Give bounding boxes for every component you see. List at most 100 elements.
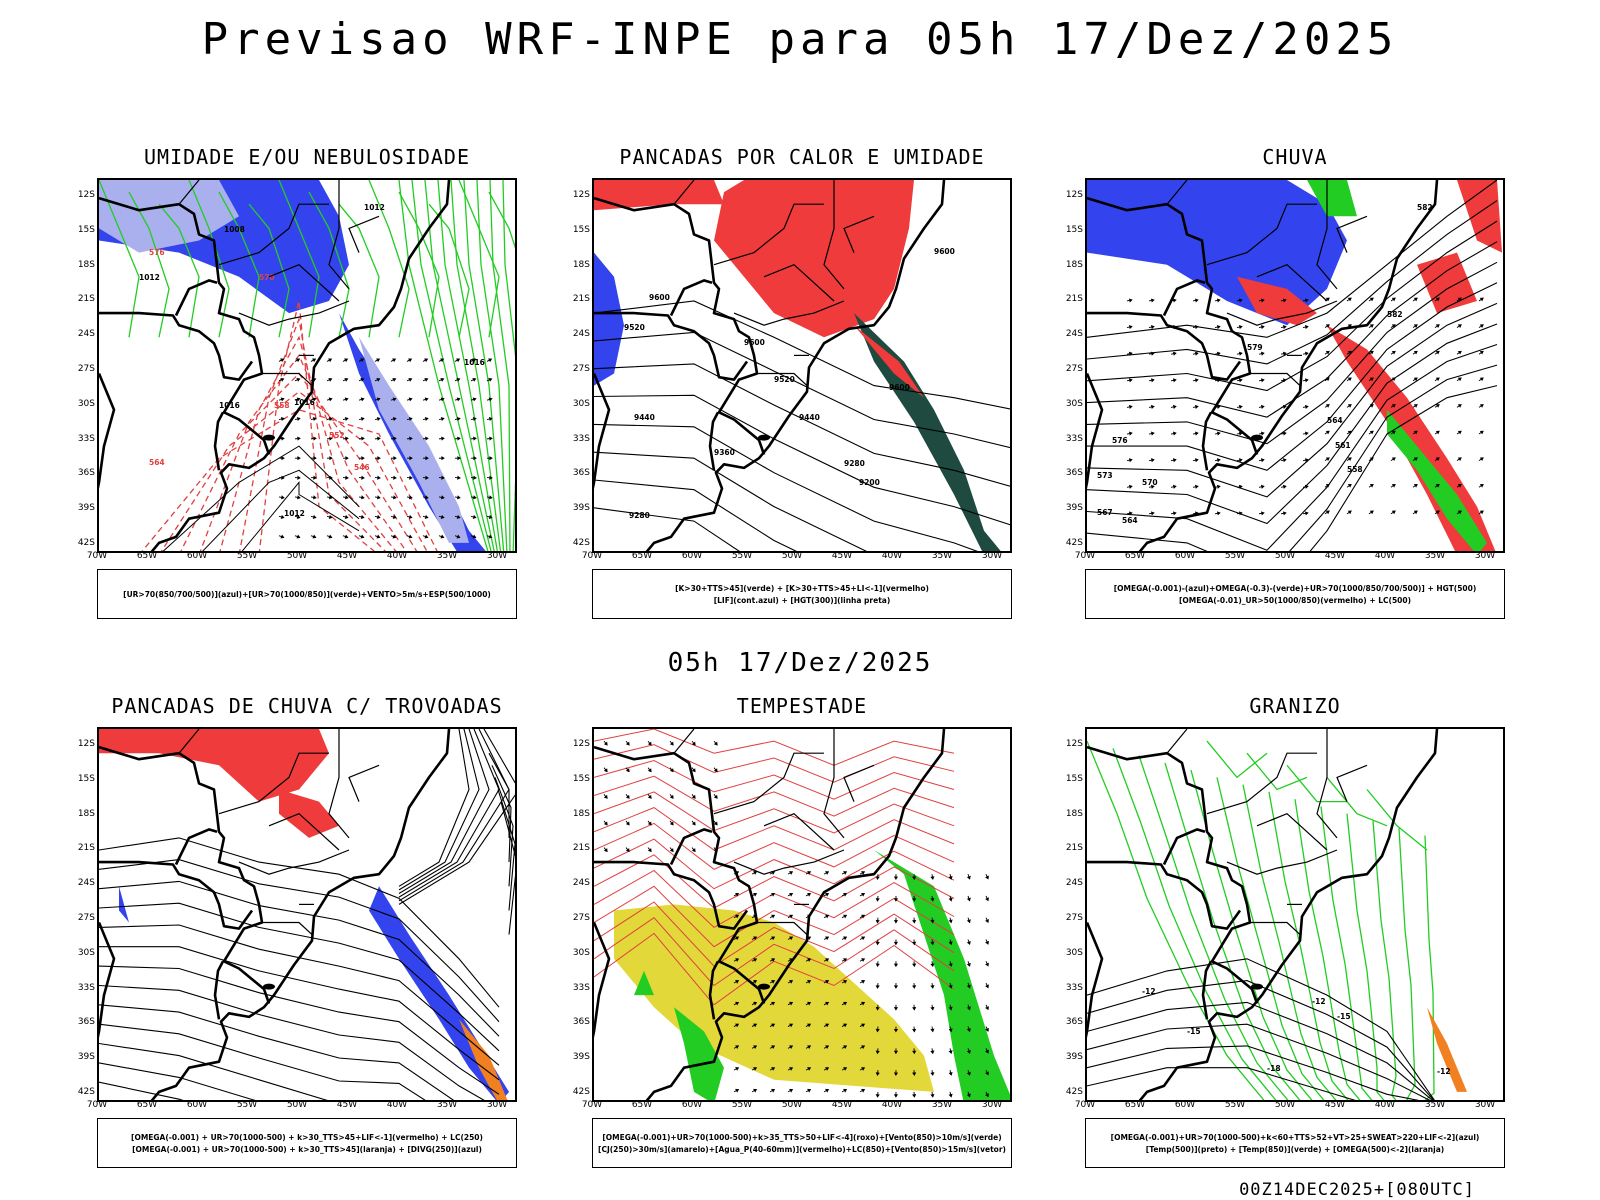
contour-label: 1012 (364, 203, 385, 212)
wind-vector-head (789, 936, 794, 941)
lat-tick-label: 30S (572, 398, 590, 409)
lat-tick-label: 33S (77, 433, 95, 444)
lat-tick-label: 15S (572, 224, 590, 235)
lagoon (263, 983, 275, 990)
lon-tick-label: 30W (1474, 1100, 1496, 1110)
contour-line (241, 481, 360, 551)
contour-line (1424, 835, 1435, 1100)
contour-line (1216, 777, 1325, 1100)
country-border (174, 828, 218, 866)
wind-vector-head (1238, 511, 1243, 516)
country-border (99, 745, 271, 1005)
wind-vector-head (825, 1067, 830, 1071)
contour-label: 1012 (284, 509, 305, 518)
wind-vector-head (807, 871, 812, 875)
wind-vector-head (457, 456, 461, 461)
wind-vector-head (1391, 483, 1396, 488)
wind-vector-head (1369, 297, 1374, 302)
wind-vector-head (313, 436, 317, 441)
state-border (756, 921, 808, 936)
wind-vector-head (1260, 431, 1265, 436)
wind-vector-head (966, 897, 971, 902)
contour-line (1346, 813, 1385, 1100)
wind-vector-head (1194, 458, 1199, 463)
country-border (1087, 745, 1259, 1005)
contour-label: 576 (1112, 436, 1128, 445)
contour-line (1087, 1045, 1420, 1100)
wind-vector-head (1391, 297, 1396, 302)
lagoon (1251, 434, 1263, 441)
contour-label: 9200 (859, 478, 880, 487)
state-border (733, 849, 845, 875)
wind-vector-head (393, 475, 397, 480)
wind-vector-head (625, 768, 630, 773)
contour-line (1087, 180, 1498, 338)
lat-tick-label: 36S (77, 1017, 95, 1028)
lon-tick-label: 60W (681, 551, 703, 561)
lon-tick-label: 40W (1374, 551, 1396, 561)
wind-vector-head (392, 358, 397, 363)
wind-vector-head (456, 377, 461, 382)
contour-line (594, 331, 1010, 449)
contour-line (1294, 799, 1361, 1100)
wind-vector-head (344, 514, 349, 519)
wind-vector-head (473, 495, 477, 500)
wind-vector-head (1369, 324, 1374, 328)
contour-line (258, 300, 376, 551)
wind-vector-head (861, 1001, 866, 1006)
lat-tick-label: 27S (1065, 913, 1083, 923)
wind-vector-head (312, 358, 317, 363)
wind-vector-head (789, 914, 794, 919)
wind-vector-head (603, 821, 608, 826)
contour-line (141, 409, 438, 551)
wind-vector-head (861, 980, 866, 984)
wind-vector-head (753, 1067, 758, 1071)
wind-vector-head (861, 1023, 866, 1028)
wind-vector-head (875, 898, 880, 902)
lat-tick-label: 36S (1065, 468, 1083, 479)
wind-vector-head (861, 958, 866, 962)
wind-vector-head (392, 534, 397, 539)
wind-vector-head (861, 1088, 866, 1093)
wind-vector-head (360, 358, 365, 363)
wind-vector-head (441, 436, 445, 441)
wind-vector-head (440, 534, 445, 539)
lon-tick-label: 45W (1324, 551, 1346, 561)
wind-vector-head (472, 397, 477, 402)
lagoon (758, 983, 770, 990)
lon-tick-label: 45W (336, 551, 358, 561)
wind-vector-head (625, 741, 630, 746)
lat-tick-label: 21S (1065, 294, 1083, 305)
contour-line (99, 1062, 256, 1100)
wind-vector-head (281, 456, 285, 461)
wind-vector-head (1347, 324, 1352, 328)
wind-vector-head (488, 534, 493, 539)
panel-legend: [OMEGA(-0.001)+UR>70(1000-500)+k>35_TTS>… (592, 1118, 1012, 1168)
contour-line (594, 479, 797, 551)
wind-vector-head (392, 377, 397, 382)
wind-vector-head (893, 920, 899, 924)
wind-vector-head (771, 1045, 776, 1050)
wind-vector-head (1413, 457, 1418, 462)
lon-tick-label: 30W (981, 1100, 1003, 1110)
wind-vector-head (1457, 430, 1462, 435)
wind-vector-head (912, 963, 917, 968)
state-border (1316, 729, 1338, 839)
state-border (1336, 764, 1368, 802)
lat-tick-label: 12S (1065, 739, 1083, 749)
wind-vector-head (296, 514, 301, 519)
contour-line (424, 180, 495, 551)
wind-vector-head (843, 1001, 848, 1006)
wind-vector-head (328, 534, 333, 539)
wind-vector-head (691, 848, 696, 853)
wind-vector-head (930, 985, 935, 989)
lon-tick-label: 30W (981, 551, 1003, 561)
wind-vector-head (713, 741, 718, 746)
state-border (823, 180, 845, 290)
wind-vector-head (329, 456, 333, 461)
wind-vector-head (948, 1093, 953, 1098)
state-border (763, 264, 835, 302)
wind-vector-head (1282, 484, 1287, 489)
contour-line (99, 902, 500, 1052)
contour-line (398, 729, 470, 887)
